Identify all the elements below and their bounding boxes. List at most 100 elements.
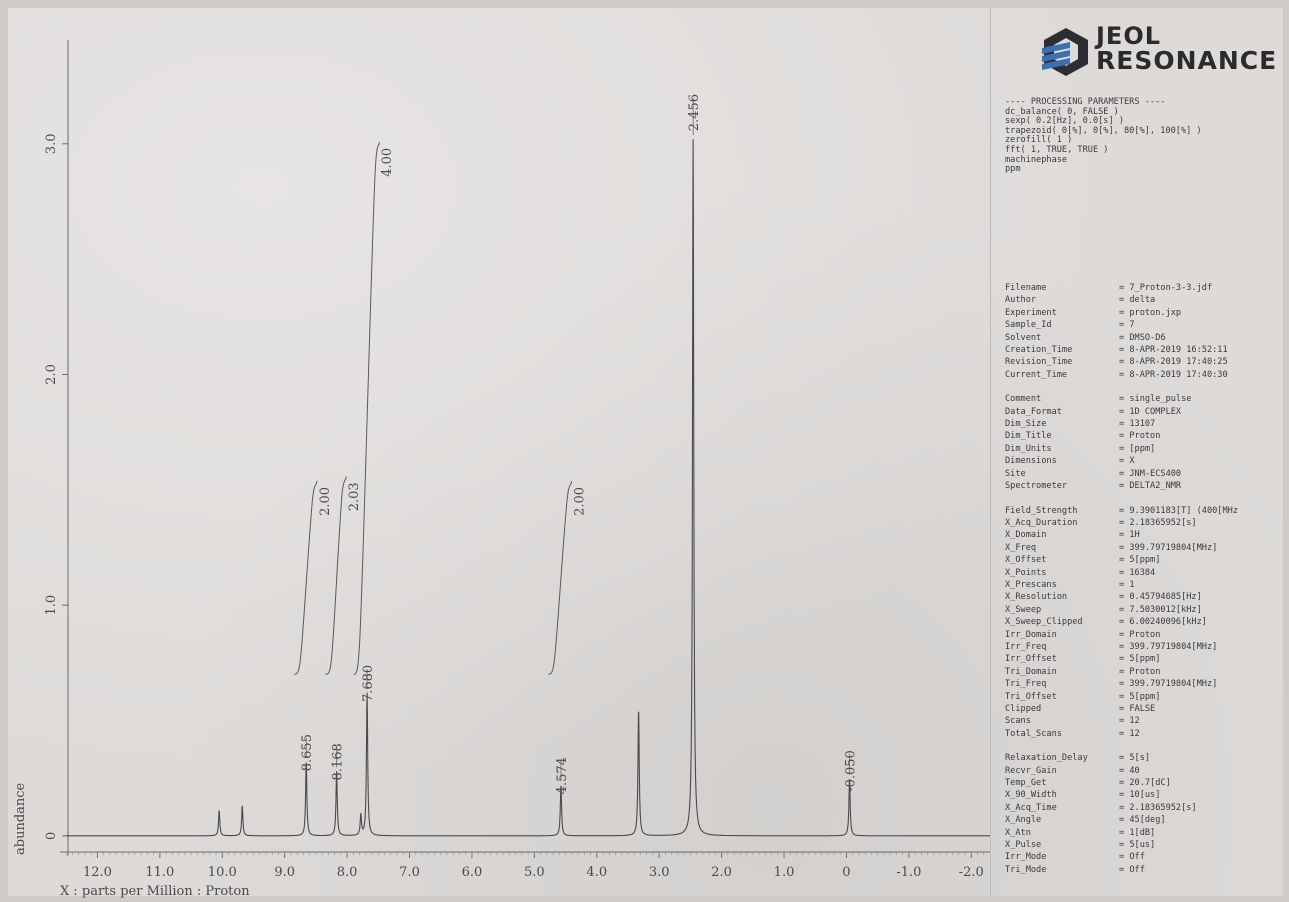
param-value: = 13107 (1119, 419, 1156, 430)
param-key: Irr_Offset (1005, 654, 1057, 665)
param-key: X_Acq_Time (1005, 802, 1057, 813)
param-key: Dim_Units (1005, 443, 1052, 454)
param-row: Revision_Time = 8-APR-2019 17:40:25 (1005, 356, 1287, 368)
param-key: Field_Strength (1005, 505, 1078, 516)
parameter-panel (990, 8, 1284, 896)
jeol-hexagon-icon (1042, 28, 1088, 76)
param-value: = Proton (1119, 666, 1161, 677)
x-tick-label: 4.0 (586, 865, 607, 880)
x-ticks: 12.0 11.0 10.0 9.0 8.0 7.0 6.0 5.0 4.0 3.0 2.0 1.0 0… (65, 852, 985, 880)
param-value: = 2.18365952[s] (1119, 802, 1197, 813)
param-row: Creation_Time = 8-APR-2019 16:52:11 (1005, 344, 1287, 356)
y-tick-label: 0 (44, 832, 59, 840)
spectrum-trace (66, 139, 990, 837)
param-row: Recvr_Gain = 40 (1005, 765, 1287, 777)
param-value: = JNM-ECS400 (1119, 468, 1182, 479)
processing-line: machinephase (1005, 154, 1068, 165)
param-value: = FALSE (1119, 704, 1156, 714)
param-value: = 40 (1119, 765, 1140, 776)
peak-label: 2.456 (687, 94, 702, 131)
param-row: X_Pulse = 5[us] (1005, 839, 1287, 851)
integral-value: 2.00 (572, 487, 587, 516)
param-row: X_90_Width = 10[us] (1005, 789, 1287, 801)
param-key: Revision_Time (1005, 357, 1073, 368)
param-key: X_Atn (1005, 827, 1031, 838)
param-value: = 1[dB] (1119, 827, 1156, 838)
param-row: Clipped = FALSE (1005, 703, 1287, 715)
param-group-gap (1005, 493, 1287, 505)
param-key: Tri_Offset (1005, 691, 1057, 702)
processing-line: zerofill( 1 ) (1005, 135, 1073, 146)
param-row: Tri_Domain = Proton (1005, 666, 1287, 678)
param-key: X_Angle (1005, 815, 1042, 826)
param-row: Site = JNM-ECS400 (1005, 468, 1287, 480)
param-value: = proton.jxp (1119, 307, 1182, 318)
param-key: X_Resolution (1005, 592, 1068, 603)
param-row: Dim_Size = 13107 (1005, 418, 1287, 430)
param-value: = 12 (1119, 716, 1140, 727)
param-value: = 8-APR-2019 17:40:25 (1119, 357, 1228, 368)
param-value: = Off (1119, 864, 1145, 875)
param-row: Solvent = DMSO-D6 (1005, 332, 1287, 344)
param-row: Field_Strength = 9.3901183[T] (400[MHz (1005, 505, 1287, 517)
param-group-gap (1005, 381, 1287, 393)
param-row: X_Points = 16384 (1005, 567, 1287, 579)
param-value: = 7_Proton-3-3.jdf (1119, 283, 1213, 293)
peak-label: -0.050 (844, 750, 859, 792)
param-key: Irr_Domain (1005, 629, 1057, 640)
param-row: Dim_Units = [ppm] (1005, 443, 1287, 455)
param-value: = 5[ppm] (1119, 555, 1161, 566)
param-value: = 1 (1119, 579, 1135, 590)
param-key: X_Sweep (1005, 604, 1042, 615)
peak-label: 8.655 (300, 734, 315, 771)
param-value: = 399.79719804[MHz] (1119, 641, 1218, 652)
param-key: Comment (1005, 394, 1042, 405)
param-key: Filename (1005, 283, 1047, 293)
param-key: Tri_Mode (1005, 864, 1047, 875)
param-row: X_Prescans = 1 (1005, 579, 1287, 591)
param-key: Data_Format (1005, 406, 1062, 417)
y-ticks: 0 1.0 2.0 3.0 (44, 133, 68, 840)
x-tick-label: 10.0 (208, 865, 237, 880)
x-tick-label: 12.0 (83, 865, 112, 880)
param-value: = 399.79719804[MHz] (1119, 542, 1218, 553)
param-key: X_Sweep_Clipped (1005, 617, 1083, 628)
integral-curve (548, 482, 572, 675)
param-value: = Proton (1119, 629, 1161, 640)
param-row: Irr_Mode = Off (1005, 851, 1287, 863)
param-key: Irr_Freq (1005, 641, 1047, 652)
processing-line: ---- PROCESSING PARAMETERS ---- (1005, 97, 1166, 107)
param-value: = 0.45794685[Hz] (1119, 592, 1202, 603)
param-row: Author = delta (1005, 294, 1287, 306)
x-tick-label: 9.0 (274, 865, 295, 880)
jeol-logo: JEOL RESONANCE (1040, 22, 1280, 82)
param-value: = X (1119, 456, 1135, 467)
param-value: = 8-APR-2019 16:52:11 (1119, 345, 1228, 356)
param-row: X_Atn = 1[dB] (1005, 827, 1287, 839)
param-row: Tri_Offset = 5[ppm] (1005, 691, 1287, 703)
y-tick-label: 2.0 (44, 364, 59, 385)
param-row: Tri_Freq = 399.79719804[MHz] (1005, 678, 1287, 690)
param-value: = 7.5030012[kHz] (1119, 604, 1202, 615)
param-key: X_Pulse (1005, 840, 1042, 851)
param-value: = 399.79719804[MHz] (1119, 679, 1218, 690)
param-value: = 16384 (1119, 567, 1156, 578)
param-row: X_Sweep_Clipped = 6.00240096[kHz] (1005, 616, 1287, 628)
param-key: Creation_Time (1005, 345, 1073, 356)
param-value: = DELTA2_NMR (1119, 481, 1182, 492)
param-value: = 1H (1119, 530, 1140, 541)
spectrum-sheet (8, 8, 1283, 896)
integral-curve (294, 482, 318, 675)
x-tick-label: 7.0 (399, 865, 420, 880)
param-key: Recvr_Gain (1005, 765, 1057, 776)
param-key: Tri_Domain (1005, 666, 1057, 677)
x-tick-label: -1.0 (896, 865, 921, 880)
nmr-spectrum-chart: 0 1.0 2.0 3.0 12.0 11.0 10.0 9.0 8.0 7.0 6.0 5.0 4.… (13, 40, 990, 899)
y-tick-label: 1.0 (44, 595, 59, 616)
peak-label: 7.680 (361, 665, 376, 702)
param-row: Total_Scans = 12 (1005, 728, 1287, 740)
param-value: = 12 (1119, 728, 1140, 739)
param-key: Relaxation_Delay (1005, 753, 1088, 764)
param-value: = 1D COMPLEX (1119, 406, 1182, 417)
integral-curve (325, 478, 347, 675)
